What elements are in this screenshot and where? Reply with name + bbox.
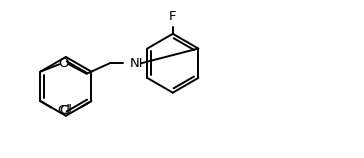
Text: O: O (58, 57, 69, 70)
Text: F: F (169, 10, 177, 23)
Text: Cl: Cl (59, 104, 72, 117)
Text: NH: NH (130, 57, 149, 70)
Text: Cl: Cl (57, 104, 70, 117)
